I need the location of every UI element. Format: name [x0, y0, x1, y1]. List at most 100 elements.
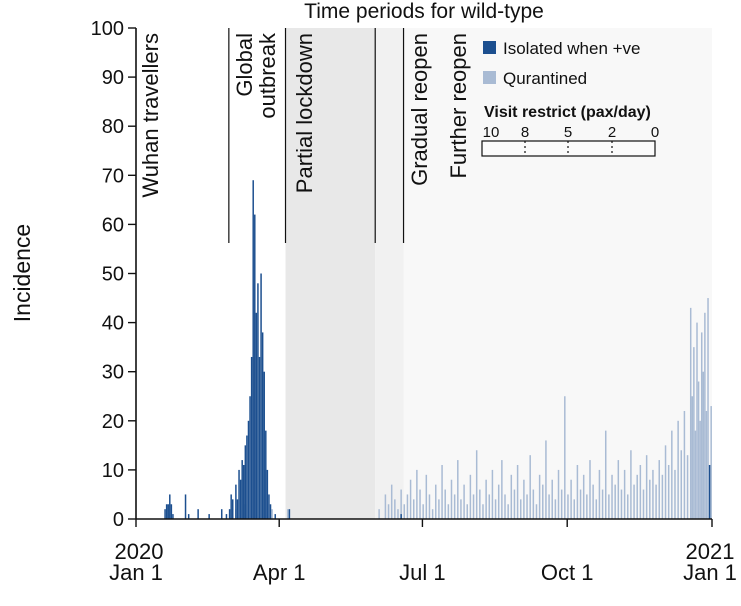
y-tick-label-40: 40 [102, 313, 124, 335]
bar-isolated-38 [274, 514, 276, 519]
bar-quarantined-95 [664, 445, 667, 519]
bar-isolated-0 [164, 509, 166, 519]
period-label-2: Partial lockdown [292, 33, 317, 193]
bar-isolated-2 [167, 504, 169, 519]
bar-quarantined-50 [523, 479, 525, 519]
bar-quarantined-71 [589, 460, 591, 519]
bar-quarantined-75 [601, 489, 604, 519]
bar-isolated-7 [187, 514, 190, 519]
bar-quarantined-110 [700, 332, 703, 519]
period-label-3: Gradual reopen [407, 33, 432, 186]
bars [164, 180, 712, 519]
bar-quarantined-45 [507, 504, 509, 519]
period-band-4 [403, 28, 712, 519]
visit-restrict-tick-label-2: 5 [564, 124, 572, 141]
bar-isolated-37 [269, 504, 272, 519]
bar-isolated-25 [250, 356, 253, 519]
bar-quarantined-62 [560, 489, 563, 519]
bar-quarantined-20 [428, 494, 431, 519]
bar-quarantined-27 [450, 479, 453, 519]
visit-restrict-tick-label-4: 0 [651, 124, 659, 141]
chart-title: Time periods for wild-type [304, 0, 544, 23]
y-tick-label-100: 100 [91, 18, 124, 40]
visit-restrict-scale: Visit restrict (pax/day) 10 8 5 2 0 [481, 104, 659, 157]
bar-quarantined-83 [627, 494, 629, 519]
y-tick-label-70: 70 [102, 165, 124, 187]
bar-quarantined-73 [595, 499, 598, 519]
bar-quarantined-107 [696, 322, 698, 519]
y-axis-ticks: 0 10 20 30 40 50 60 70 80 90 100 [91, 18, 136, 531]
bar-quarantined-78 [611, 474, 613, 519]
bar-quarantined-24 [441, 464, 443, 519]
bar-quarantined-60 [554, 499, 557, 519]
bar-quarantined-106 [694, 430, 697, 519]
bar-quarantined-58 [548, 494, 550, 519]
visit-restrict-tick-label-3: 2 [608, 124, 616, 141]
bar-quarantined-81 [620, 489, 623, 519]
bar-quarantined-59 [551, 479, 553, 519]
bar-isolated-13 [230, 494, 232, 519]
bar-isolated-4 [170, 504, 173, 519]
bar-isolated-15 [235, 484, 237, 519]
bar-quarantined-98 [674, 469, 676, 519]
bar-isolated-11 [225, 514, 228, 519]
bar-isolated-39 [288, 509, 291, 519]
bar-isolated-35 [266, 469, 269, 519]
bar-quarantined-57 [545, 440, 547, 519]
bar-quarantined-108 [697, 381, 700, 519]
bar-quarantined-100 [680, 450, 683, 519]
bar-isolated-20 [243, 464, 245, 519]
bar-quarantined-70 [586, 494, 588, 519]
y-tick-label-10: 10 [102, 460, 124, 482]
bar-isolated-5 [172, 514, 174, 519]
bar-quarantined-46 [510, 474, 513, 519]
bar-quarantined-103 [689, 307, 692, 519]
bar-isolated-34 [265, 430, 267, 519]
bar-isolated-28 [255, 312, 258, 519]
bar-quarantined-16 [416, 469, 418, 519]
period-dividers [228, 28, 405, 243]
y-tick-label-60: 60 [102, 214, 124, 236]
bar-quarantined-112 [704, 312, 706, 519]
bar-quarantined-101 [683, 410, 686, 519]
bar-quarantined-7 [387, 504, 390, 519]
bar-quarantined-32 [466, 504, 468, 519]
bar-quarantined-92 [655, 484, 657, 519]
period-band-2 [285, 28, 376, 519]
bar-isolated-31 [260, 273, 262, 519]
x-tick-label-1: Apr 1 [253, 560, 306, 585]
bar-quarantined-82 [623, 469, 626, 519]
bar-quarantined-35 [475, 450, 478, 519]
bar-quarantined-12 [403, 504, 406, 519]
bar-quarantined-76 [604, 430, 607, 519]
bar-quarantined-47 [513, 489, 516, 519]
x-tick-year-4: 2021 [686, 539, 735, 564]
bar-quarantined-54 [535, 504, 538, 519]
bar-quarantined-9 [394, 499, 396, 519]
bar-isolated-30 [258, 356, 261, 519]
x-tick-label-3: Oct 1 [541, 560, 594, 585]
bar-quarantined-38 [485, 479, 487, 519]
bar-quarantined-14 [409, 479, 412, 519]
bar-quarantined-113 [705, 410, 708, 519]
bar-quarantined-26 [447, 504, 450, 519]
y-tick-label-30: 30 [102, 362, 124, 384]
bar-quarantined-37 [482, 504, 484, 519]
bar-quarantined-104 [691, 396, 694, 519]
y-tick-label-80: 80 [102, 116, 124, 138]
y-tick-label-90: 90 [102, 67, 124, 89]
bar-isolated-14 [232, 499, 234, 519]
bar-quarantined-6 [384, 494, 387, 519]
bar-quarantined-109 [699, 420, 701, 519]
bar-quarantined-11 [400, 489, 402, 519]
bar-quarantined-31 [463, 484, 465, 519]
bar-isolated-22 [246, 435, 248, 519]
bar-quarantined-36 [479, 489, 481, 519]
bar-quarantined-25 [444, 489, 446, 519]
bar-quarantined-115 [710, 406, 712, 519]
bar-quarantined-56 [542, 484, 544, 519]
bar-quarantined-5 [378, 509, 380, 519]
period-band-3 [375, 28, 404, 519]
